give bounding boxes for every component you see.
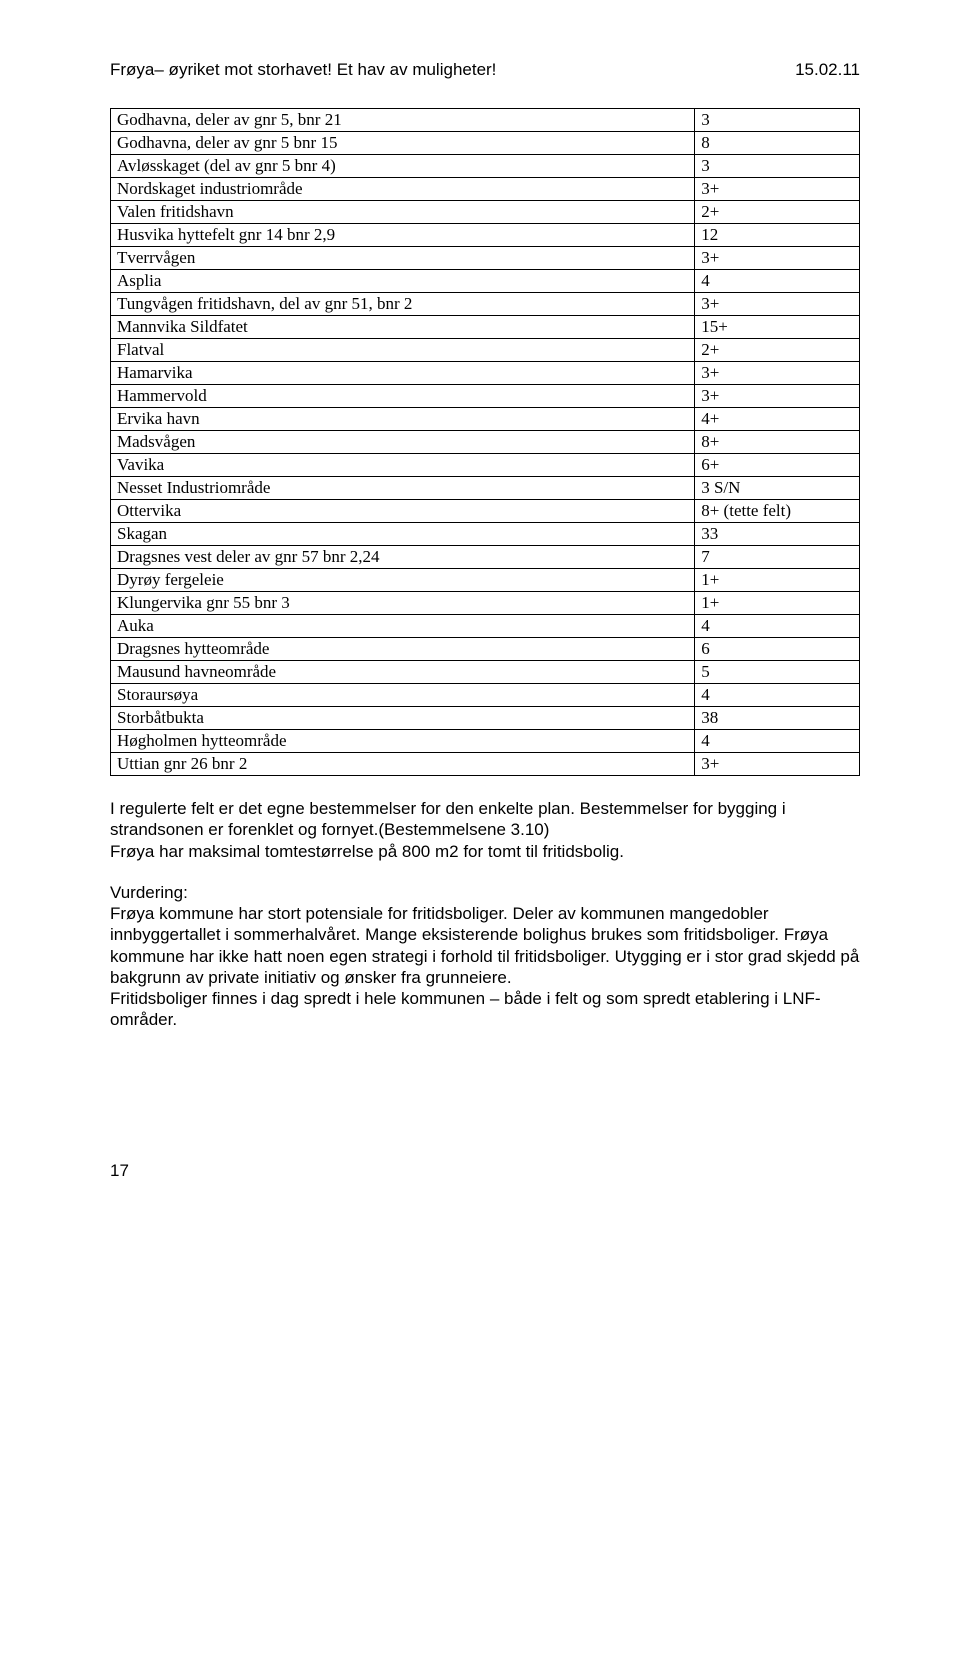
table-cell: Godhavna, deler av gnr 5, bnr 21 [111,109,695,132]
table-cell: Storbåtbukta [111,707,695,730]
table-row: Dragsnes hytteområde6 [111,638,860,661]
table-cell: Asplia [111,270,695,293]
table-row: Mannvika Sildfatet15+ [111,316,860,339]
table-row: Madsvågen8+ [111,431,860,454]
table-cell: Husvika hyttefelt gnr 14 bnr 2,9 [111,224,695,247]
table-row: Uttian gnr 26 bnr 23+ [111,753,860,776]
table-cell: 4 [695,730,860,753]
page-number: 17 [110,1161,860,1181]
table-cell: 3 S/N [695,477,860,500]
table-cell: 3+ [695,753,860,776]
table-row: Ottervika8+ (tette felt) [111,500,860,523]
table-cell: 4 [695,615,860,638]
table-cell: Valen fritidshavn [111,201,695,224]
table-row: Mausund havneområde5 [111,661,860,684]
table-cell: 6 [695,638,860,661]
page-header: Frøya– øyriket mot storhavet! Et hav av … [110,60,860,80]
table-cell: Hammervold [111,385,695,408]
table-cell: 3+ [695,247,860,270]
table-row: Hamarvika3+ [111,362,860,385]
table-row: Storaursøya4 [111,684,860,707]
table-row: Hammervold3+ [111,385,860,408]
header-right: 15.02.11 [795,60,860,80]
table-row: Ervika havn4+ [111,408,860,431]
table-cell: Dyrøy fergeleie [111,569,695,592]
table-cell: Nesset Industriområde [111,477,695,500]
table-cell: 3+ [695,362,860,385]
table-cell: 3 [695,155,860,178]
table-row: Vavika6+ [111,454,860,477]
table-cell: 8 [695,132,860,155]
table-cell: Skagan [111,523,695,546]
table-row: Flatval2+ [111,339,860,362]
table-cell: Tungvågen fritidshavn, del av gnr 51, bn… [111,293,695,316]
header-left: Frøya– øyriket mot storhavet! Et hav av … [110,60,496,80]
table-cell: 38 [695,707,860,730]
table-cell: 3+ [695,178,860,201]
table-cell: 33 [695,523,860,546]
table-cell: 15+ [695,316,860,339]
table-cell: Klungervika gnr 55 bnr 3 [111,592,695,615]
table-row: Asplia4 [111,270,860,293]
table-cell: Tverrvågen [111,247,695,270]
table-row: Dyrøy fergeleie1+ [111,569,860,592]
table-cell: 6+ [695,454,860,477]
table-cell: 3+ [695,293,860,316]
table-cell: 3 [695,109,860,132]
table-cell: 4 [695,684,860,707]
table-cell: Mannvika Sildfatet [111,316,695,339]
table-cell: Ottervika [111,500,695,523]
table-cell: 2+ [695,201,860,224]
table-row: Valen fritidshavn2+ [111,201,860,224]
table-row: Tverrvågen3+ [111,247,860,270]
table-row: Skagan33 [111,523,860,546]
table-cell: 12 [695,224,860,247]
table-cell: 4 [695,270,860,293]
table-cell: 8+ (tette felt) [695,500,860,523]
data-table: Godhavna, deler av gnr 5, bnr 213Godhavn… [110,108,860,776]
paragraph-1: I regulerte felt er det egne bestemmelse… [110,798,860,862]
table-cell: Vavika [111,454,695,477]
table-cell: Godhavna, deler av gnr 5 bnr 15 [111,132,695,155]
table-cell: Hamarvika [111,362,695,385]
paragraph-2: Vurdering:Frøya kommune har stort potens… [110,882,860,1031]
table-row: Nesset Industriområde3 S/N [111,477,860,500]
table-row: Husvika hyttefelt gnr 14 bnr 2,912 [111,224,860,247]
table-row: Klungervika gnr 55 bnr 31+ [111,592,860,615]
table-row: Avløsskaget (del av gnr 5 bnr 4)3 [111,155,860,178]
table-cell: Flatval [111,339,695,362]
table-row: Dragsnes vest deler av gnr 57 bnr 2,247 [111,546,860,569]
table-row: Høgholmen hytteområde4 [111,730,860,753]
table-row: Auka4 [111,615,860,638]
table-cell: Storaursøya [111,684,695,707]
table-cell: Mausund havneområde [111,661,695,684]
table-row: Nordskaget industriområde3+ [111,178,860,201]
table-row: Storbåtbukta38 [111,707,860,730]
table-cell: Dragsnes hytteområde [111,638,695,661]
table-cell: 3+ [695,385,860,408]
table-row: Tungvågen fritidshavn, del av gnr 51, bn… [111,293,860,316]
table-cell: Madsvågen [111,431,695,454]
table-cell: 2+ [695,339,860,362]
table-cell: 8+ [695,431,860,454]
table-row: Godhavna, deler av gnr 5, bnr 213 [111,109,860,132]
table-cell: Ervika havn [111,408,695,431]
table-cell: Auka [111,615,695,638]
table-cell: 1+ [695,592,860,615]
table-cell: 1+ [695,569,860,592]
table-cell: Dragsnes vest deler av gnr 57 bnr 2,24 [111,546,695,569]
table-cell: Uttian gnr 26 bnr 2 [111,753,695,776]
table-cell: Avløsskaget (del av gnr 5 bnr 4) [111,155,695,178]
table-row: Godhavna, deler av gnr 5 bnr 158 [111,132,860,155]
table-cell: 7 [695,546,860,569]
table-cell: 4+ [695,408,860,431]
table-cell: Nordskaget industriområde [111,178,695,201]
table-cell: 5 [695,661,860,684]
table-cell: Høgholmen hytteområde [111,730,695,753]
